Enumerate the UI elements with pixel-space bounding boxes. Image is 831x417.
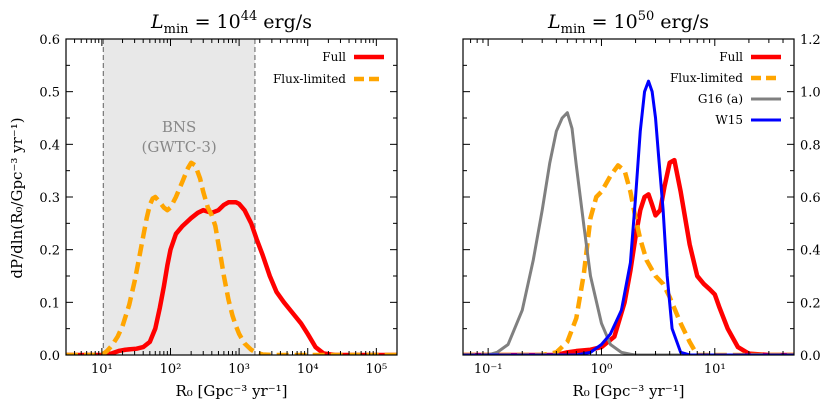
series-line-flux-limited: [66, 160, 397, 355]
y-tick-label: 0.4: [800, 244, 821, 259]
series-line-g16-a-: [463, 111, 794, 355]
title-base: L: [150, 11, 164, 33]
title-sup: 44: [241, 9, 258, 24]
panel-title: Lmin = 1044 erg/s: [150, 9, 312, 37]
title-unit: erg/s: [654, 11, 709, 33]
x-tick-label: 10³: [228, 362, 250, 377]
right-panel: 10⁻¹ 10⁰ 10¹ 0.0 0.2 0.4 0.6 0.8 1.0 1.2 R₀ [Gpc⁻³…: [462, 9, 821, 400]
x-tick-label: 10²: [160, 362, 182, 377]
x-tick-label: 10⁴: [297, 362, 319, 377]
y-tick-label: 0.0: [39, 349, 60, 364]
y-tick-label: 0.1: [39, 296, 60, 311]
x-tick-label: 10⁵: [365, 362, 387, 377]
left-panel: BNS (GWTC-3) 10¹ 10² 10³ 10⁴ 10⁵ 0.0 0.1 0.2 0.3 0.…: [39, 9, 398, 400]
x-tick-label: 10¹: [704, 362, 726, 377]
y-tick-label: 0.5: [39, 86, 60, 101]
title-base: L: [547, 11, 561, 33]
title-sub: min: [561, 22, 586, 37]
legend-label: Full: [322, 50, 346, 64]
title-eq: = 10: [586, 11, 638, 33]
series-line-flux-limited: [463, 163, 794, 355]
legend-label: W15: [715, 113, 743, 127]
legend-label: Flux-limited: [273, 72, 346, 86]
series-line-full: [463, 157, 794, 355]
band-label-line1: BNS: [162, 118, 196, 136]
x-axis-label: R₀ [Gpc⁻³ yr⁻¹]: [175, 382, 287, 400]
legend-label: Full: [719, 50, 743, 64]
title-sup: 50: [638, 9, 655, 24]
y-tick-label: 0.6: [800, 191, 821, 206]
y-tick-label: 0.8: [800, 138, 821, 153]
series-line-full: [66, 200, 397, 355]
x-axis-label: R₀ [Gpc⁻³ yr⁻¹]: [572, 382, 684, 400]
y-tick-label: 0.3: [39, 191, 60, 206]
y-tick-label: 0.4: [39, 138, 60, 153]
y-tick-label: 0.2: [800, 296, 821, 311]
y-tick-label: 0.2: [39, 244, 60, 259]
title-sub: min: [164, 22, 189, 37]
x-tick-label: 10⁰: [591, 362, 613, 377]
series-group: [66, 160, 397, 355]
legend-label: G16 (a): [698, 92, 743, 106]
series-group: [463, 79, 794, 355]
x-tick-label: 10⁻¹: [474, 362, 503, 377]
x-tick-label: 10¹: [91, 362, 113, 377]
band-label-line2: (GWTC-3): [142, 138, 217, 156]
y-tick-label: 1.0: [800, 86, 821, 101]
y-tick-label: 1.2: [800, 33, 821, 48]
y-tick-label: 0.6: [39, 33, 60, 48]
title-unit: erg/s: [257, 11, 312, 33]
title-eq: = 10: [189, 11, 241, 33]
panel-title: Lmin = 1050 erg/s: [547, 9, 709, 37]
plot-frame: [462, 38, 795, 356]
y-tick-label: 0.0: [800, 349, 821, 364]
legend-label: Flux-limited: [670, 71, 743, 85]
series-line-w15: [463, 79, 794, 355]
shared-y-axis-label: dP/dln(R₀/Gpc⁻³ yr⁻¹): [8, 117, 26, 278]
